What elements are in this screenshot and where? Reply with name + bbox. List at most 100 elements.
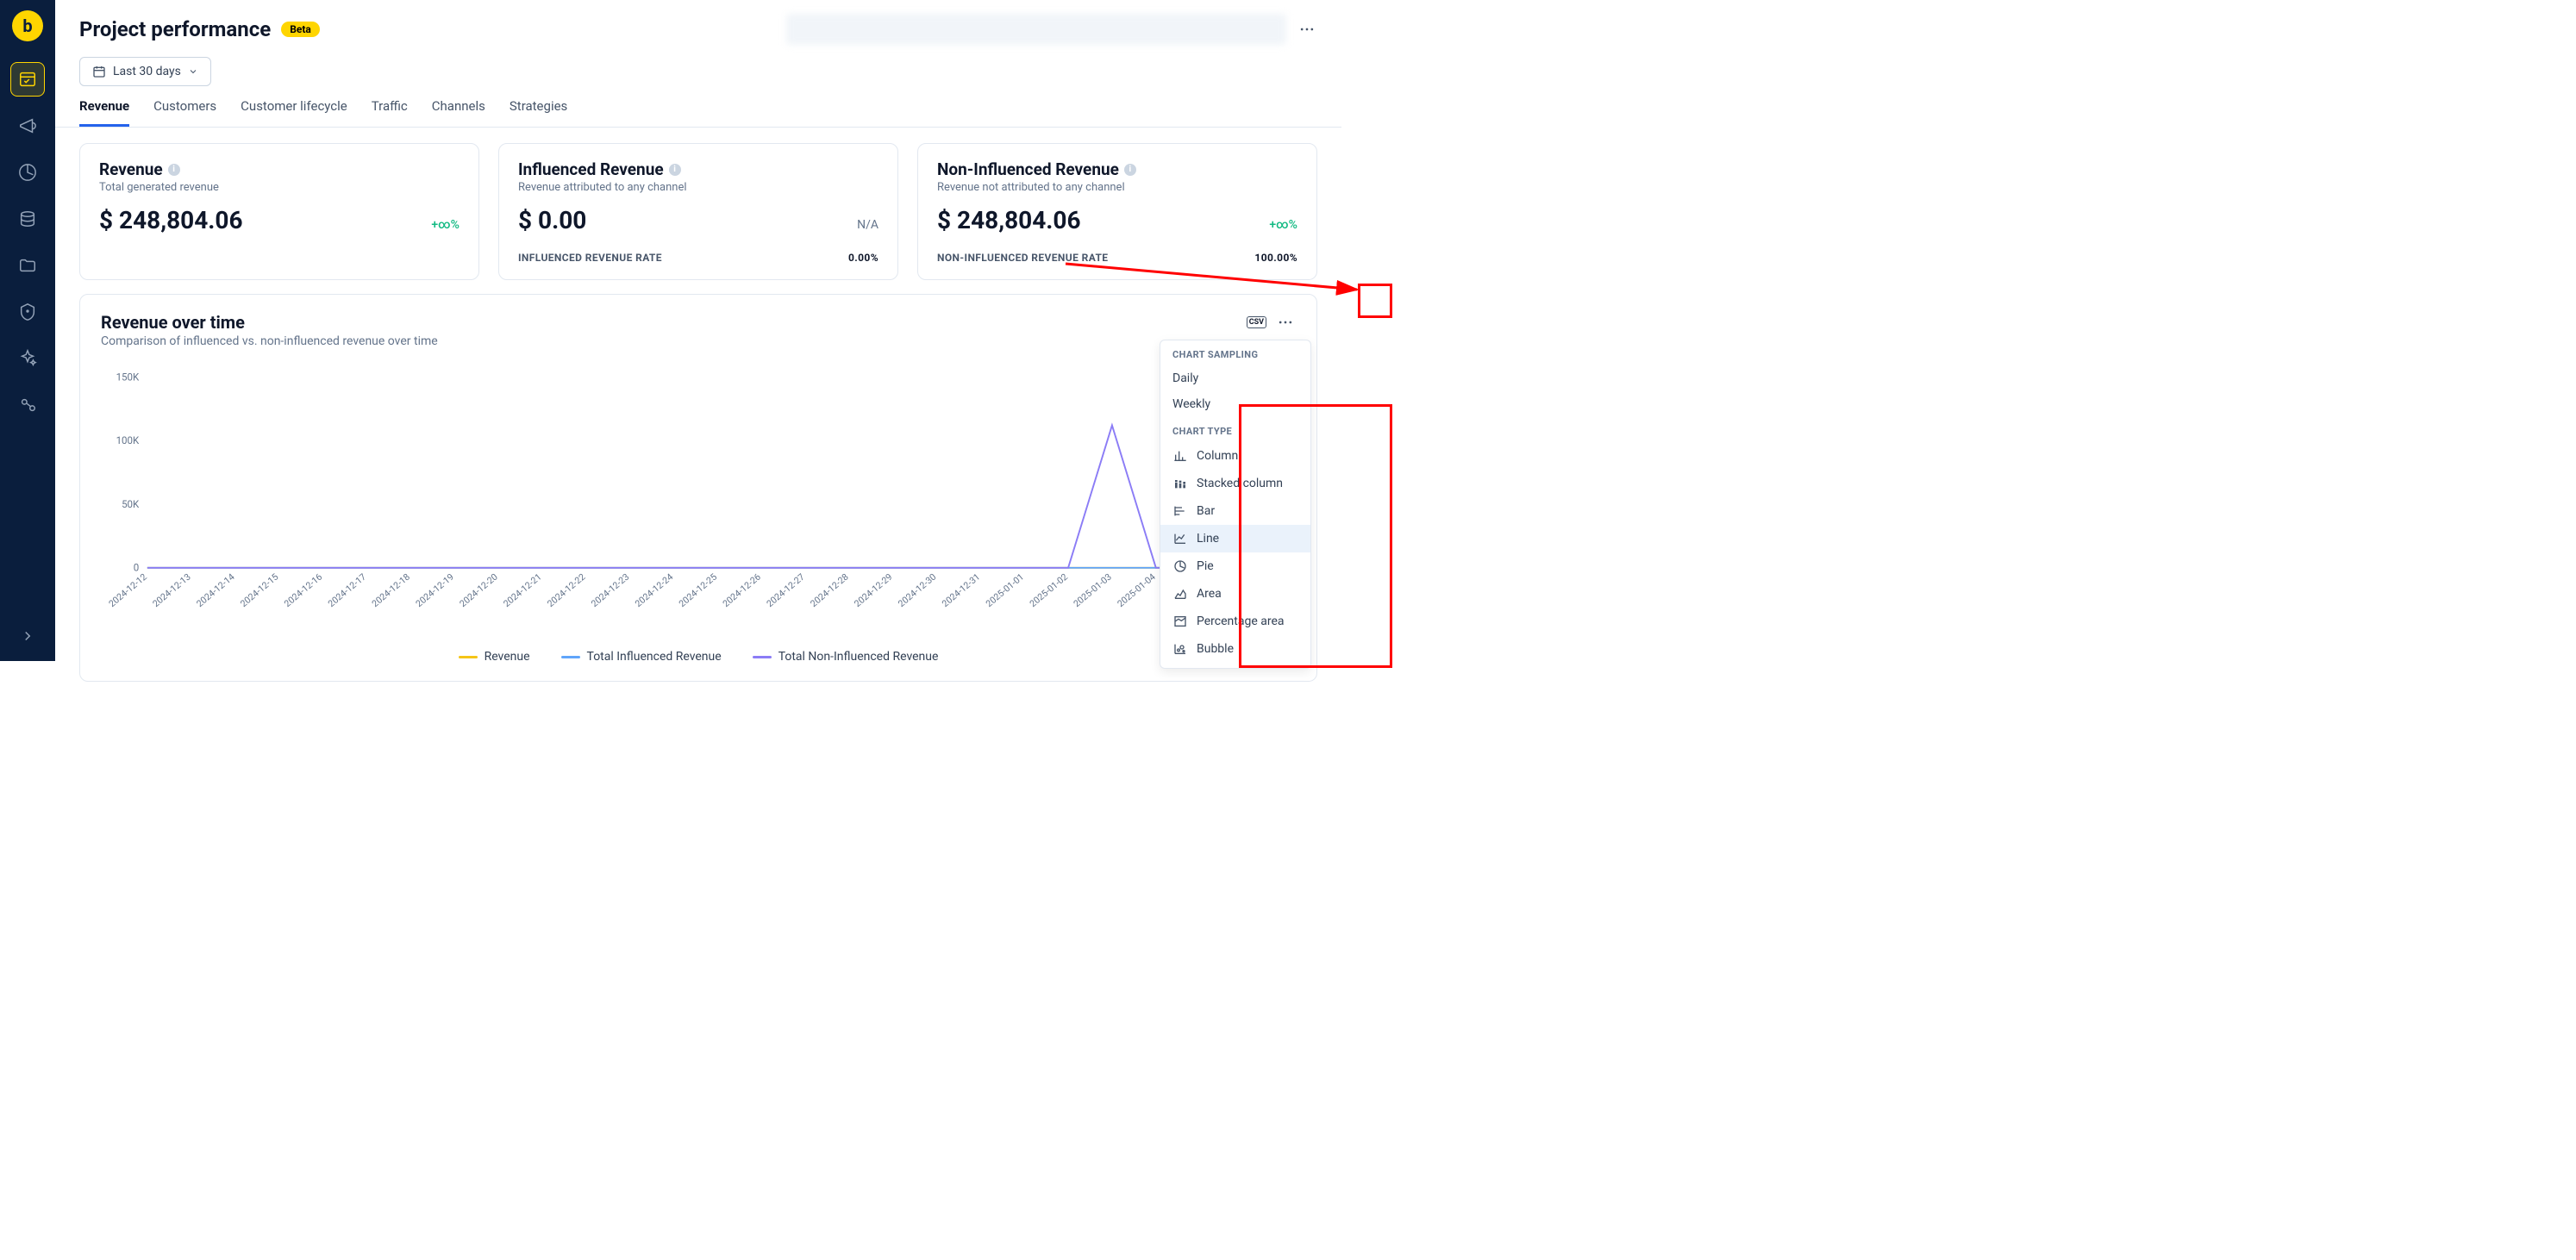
dropdown-item-area[interactable]: Area bbox=[1160, 580, 1310, 608]
svg-text:2024-12-14: 2024-12-14 bbox=[194, 571, 236, 609]
legend-item[interactable]: Total Non-Influenced Revenue bbox=[753, 650, 939, 664]
card-na: N/A bbox=[857, 218, 878, 232]
area-icon bbox=[1172, 586, 1188, 602]
svg-text:150K: 150K bbox=[116, 371, 140, 383]
tab-traffic[interactable]: Traffic bbox=[372, 98, 408, 127]
legend-swatch bbox=[459, 656, 478, 658]
legend-label: Total Non-Influenced Revenue bbox=[778, 650, 939, 664]
chart-legend: Revenue Total Influenced Revenue Total Non… bbox=[101, 650, 1296, 664]
card-subtitle: Revenue attributed to any channel bbox=[518, 181, 878, 194]
tab-customers[interactable]: Customers bbox=[153, 98, 216, 127]
card-footer-label: NON-INFLUENCED REVENUE RATE bbox=[937, 252, 1108, 264]
sidebar-item-campaigns[interactable] bbox=[10, 109, 45, 143]
card-footer-value: 100.00% bbox=[1254, 252, 1297, 264]
svg-text:2024-12-23: 2024-12-23 bbox=[589, 571, 631, 609]
svg-text:2025-01-01: 2025-01-01 bbox=[984, 571, 1026, 609]
app-logo[interactable]: b bbox=[12, 10, 43, 41]
svg-text:2024-12-28: 2024-12-28 bbox=[808, 571, 850, 609]
tabs-bar: Revenue Customers Customer lifecycle Traffi… bbox=[55, 86, 1341, 128]
dropdown-item-percentage-area[interactable]: Percentage area bbox=[1160, 608, 1310, 635]
sidebar-item-audience[interactable] bbox=[10, 388, 45, 422]
dropdown-section-head: CHART TYPE bbox=[1160, 417, 1310, 442]
chart-canvas: 050K100K150K2024-12-122024-12-132024-12-… bbox=[101, 364, 1296, 634]
svg-text:2024-12-26: 2024-12-26 bbox=[721, 571, 763, 609]
svg-text:2025-01-04: 2025-01-04 bbox=[1115, 571, 1157, 609]
sidebar-expand-button[interactable] bbox=[20, 628, 35, 647]
card-title: Revenue i bbox=[99, 159, 460, 179]
main-content: Project performance Beta Last 30 days Re… bbox=[55, 0, 1341, 661]
dropdown-item-bar[interactable]: Bar bbox=[1160, 497, 1310, 525]
card-footer-value: 0.00% bbox=[848, 252, 878, 264]
tab-customer-lifecycle[interactable]: Customer lifecycle bbox=[241, 98, 347, 127]
dropdown-item-weekly[interactable]: Weekly bbox=[1160, 391, 1310, 417]
redacted-header-content bbox=[786, 14, 1286, 45]
svg-text:2024-12-24: 2024-12-24 bbox=[633, 571, 675, 609]
legend-item[interactable]: Total Influenced Revenue bbox=[561, 650, 722, 664]
tab-strategies[interactable]: Strategies bbox=[510, 98, 567, 127]
chart-more-button[interactable] bbox=[1275, 312, 1296, 333]
dropdown-item-pie[interactable]: Pie bbox=[1160, 552, 1310, 580]
bar-icon bbox=[1172, 503, 1188, 519]
sidebar-item-analytics[interactable] bbox=[10, 155, 45, 190]
page-title: Project performance bbox=[79, 17, 271, 41]
card-title: Non-Influenced Revenue i bbox=[937, 159, 1297, 179]
calendar-icon bbox=[92, 65, 106, 78]
card-subtitle: Revenue not attributed to any channel bbox=[937, 181, 1297, 194]
column-icon bbox=[1172, 448, 1188, 464]
card-value: $ 248,804.06 bbox=[99, 206, 243, 234]
dropdown-item-bubble[interactable]: Bubble bbox=[1160, 635, 1310, 663]
dropdown-section-head: CHART SAMPLING bbox=[1160, 340, 1310, 365]
legend-label: Total Influenced Revenue bbox=[587, 650, 722, 664]
svg-text:2024-12-15: 2024-12-15 bbox=[238, 571, 280, 609]
info-icon[interactable]: i bbox=[168, 164, 180, 176]
svg-text:2024-12-25: 2024-12-25 bbox=[677, 571, 719, 609]
legend-swatch bbox=[753, 656, 772, 658]
card-value: $ 0.00 bbox=[518, 206, 586, 234]
dropdown-item-line[interactable]: Line bbox=[1160, 525, 1310, 552]
metric-card: Revenue i Total generated revenue $ 248,80… bbox=[79, 143, 479, 280]
legend-swatch bbox=[561, 656, 580, 658]
svg-text:2025-01-02: 2025-01-02 bbox=[1028, 571, 1070, 609]
metric-card: Influenced Revenue i Revenue attributed t… bbox=[498, 143, 898, 280]
card-subtitle: Total generated revenue bbox=[99, 181, 460, 194]
sidebar-item-security[interactable] bbox=[10, 295, 45, 329]
header-more-button[interactable] bbox=[1297, 19, 1317, 40]
chevron-down-icon bbox=[188, 66, 198, 77]
svg-text:2024-12-20: 2024-12-20 bbox=[457, 571, 499, 609]
sidebar-item-ai[interactable] bbox=[10, 341, 45, 376]
svg-text:2024-12-22: 2024-12-22 bbox=[545, 571, 587, 609]
chart-card: Revenue over time Comparison of influenc… bbox=[79, 294, 1317, 682]
sidebar-item-data[interactable] bbox=[10, 202, 45, 236]
date-range-picker[interactable]: Last 30 days bbox=[79, 57, 211, 86]
pie-icon bbox=[1172, 558, 1188, 574]
tab-revenue[interactable]: Revenue bbox=[79, 98, 129, 127]
svg-text:2024-12-19: 2024-12-19 bbox=[414, 571, 456, 609]
page-header: Project performance Beta bbox=[55, 0, 1341, 52]
dropdown-item-daily[interactable]: Daily bbox=[1160, 365, 1310, 391]
info-icon[interactable]: i bbox=[1124, 164, 1136, 176]
svg-text:50K: 50K bbox=[122, 498, 140, 510]
svg-text:2024-12-21: 2024-12-21 bbox=[501, 571, 543, 609]
bubble-icon bbox=[1172, 641, 1188, 657]
dropdown-item-column[interactable]: Column bbox=[1160, 442, 1310, 470]
legend-item[interactable]: Revenue bbox=[459, 650, 530, 664]
sidebar-item-files[interactable] bbox=[10, 248, 45, 283]
csv-export-button[interactable]: CSV bbox=[1247, 316, 1266, 328]
date-range-label: Last 30 days bbox=[113, 65, 181, 78]
sidebar-item-dashboard[interactable] bbox=[10, 62, 45, 97]
tab-channels[interactable]: Channels bbox=[432, 98, 485, 127]
svg-text:2024-12-12: 2024-12-12 bbox=[107, 571, 149, 609]
svg-text:2024-12-18: 2024-12-18 bbox=[370, 571, 412, 609]
parea-icon bbox=[1172, 614, 1188, 629]
svg-text:2025-01-03: 2025-01-03 bbox=[1072, 571, 1114, 609]
card-title: Influenced Revenue i bbox=[518, 159, 878, 179]
stacked-icon bbox=[1172, 476, 1188, 491]
info-icon[interactable]: i bbox=[669, 164, 681, 176]
card-footer-label: INFLUENCED REVENUE RATE bbox=[518, 252, 662, 264]
svg-text:2024-12-16: 2024-12-16 bbox=[282, 571, 324, 609]
metric-card: Non-Influenced Revenue i Revenue not attr… bbox=[917, 143, 1317, 280]
svg-text:2024-12-31: 2024-12-31 bbox=[940, 571, 982, 609]
card-delta: +∞% bbox=[1269, 218, 1297, 232]
dropdown-item-stacked-column[interactable]: Stacked column bbox=[1160, 470, 1310, 497]
chart-options-dropdown: CHART SAMPLINGDailyWeeklyCHART TYPEColum… bbox=[1160, 340, 1311, 669]
